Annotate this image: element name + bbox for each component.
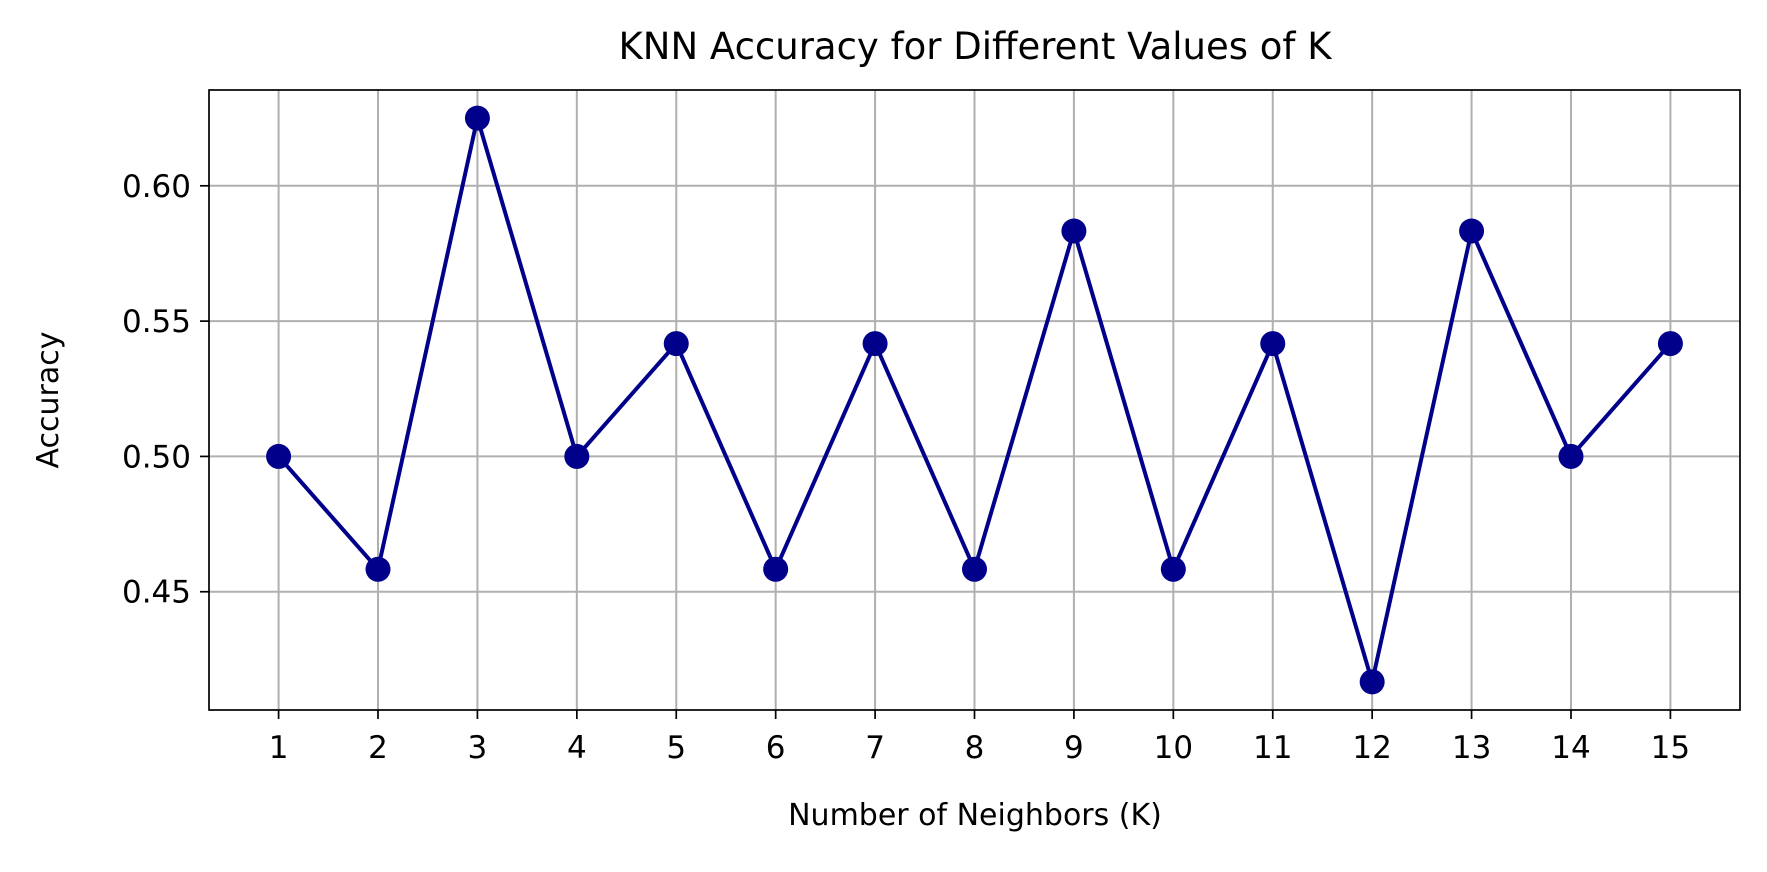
x-tick-label: 13	[1452, 730, 1491, 766]
x-axis-label: Number of Neighbors (K)	[788, 798, 1162, 833]
x-tick-label: 2	[368, 730, 388, 766]
x-tick-label: 11	[1253, 730, 1292, 766]
x-axis-ticks: 1 2 3 4 5 6 7 8 9 10 11 12 13 14 15	[269, 710, 1690, 766]
data-point	[962, 556, 987, 582]
x-tick-label: 7	[865, 730, 885, 766]
x-tick-label: 8	[965, 730, 985, 766]
data-point	[464, 105, 490, 131]
x-tick-label: 9	[1064, 730, 1084, 766]
chart-title: KNN Accuracy for Different Values of K	[619, 25, 1334, 68]
data-point	[564, 443, 590, 469]
x-tick-label: 5	[666, 730, 686, 766]
x-tick-label: 15	[1651, 730, 1690, 766]
x-tick-label: 1	[269, 730, 289, 766]
x-tick-label: 4	[567, 730, 587, 766]
x-tick-label: 6	[766, 730, 786, 766]
y-tick-label: 0.45	[122, 575, 191, 611]
y-tick-label: 0.50	[122, 439, 191, 475]
data-point	[763, 556, 789, 582]
data-point	[1260, 331, 1286, 357]
y-axis-ticks: 0.45 0.50 0.55 0.60	[122, 169, 209, 611]
x-tick-label: 3	[468, 730, 488, 766]
data-point	[1359, 669, 1385, 695]
y-tick-label: 0.60	[122, 169, 191, 205]
data-point	[1459, 218, 1485, 244]
data-point	[1558, 443, 1584, 469]
data-point	[1657, 331, 1683, 357]
grid	[209, 90, 1740, 710]
data-point	[862, 331, 888, 357]
series-accuracy	[266, 105, 1683, 695]
data-point	[266, 443, 292, 469]
data-point	[365, 556, 391, 582]
x-tick-label: 14	[1551, 730, 1590, 766]
y-tick-label: 0.55	[122, 304, 191, 340]
y-axis-label: Accuracy	[31, 332, 66, 469]
data-point	[663, 331, 689, 357]
data-point	[1061, 218, 1087, 244]
data-point	[1160, 556, 1186, 582]
x-tick-label: 12	[1352, 730, 1391, 766]
x-tick-label: 10	[1154, 730, 1193, 766]
